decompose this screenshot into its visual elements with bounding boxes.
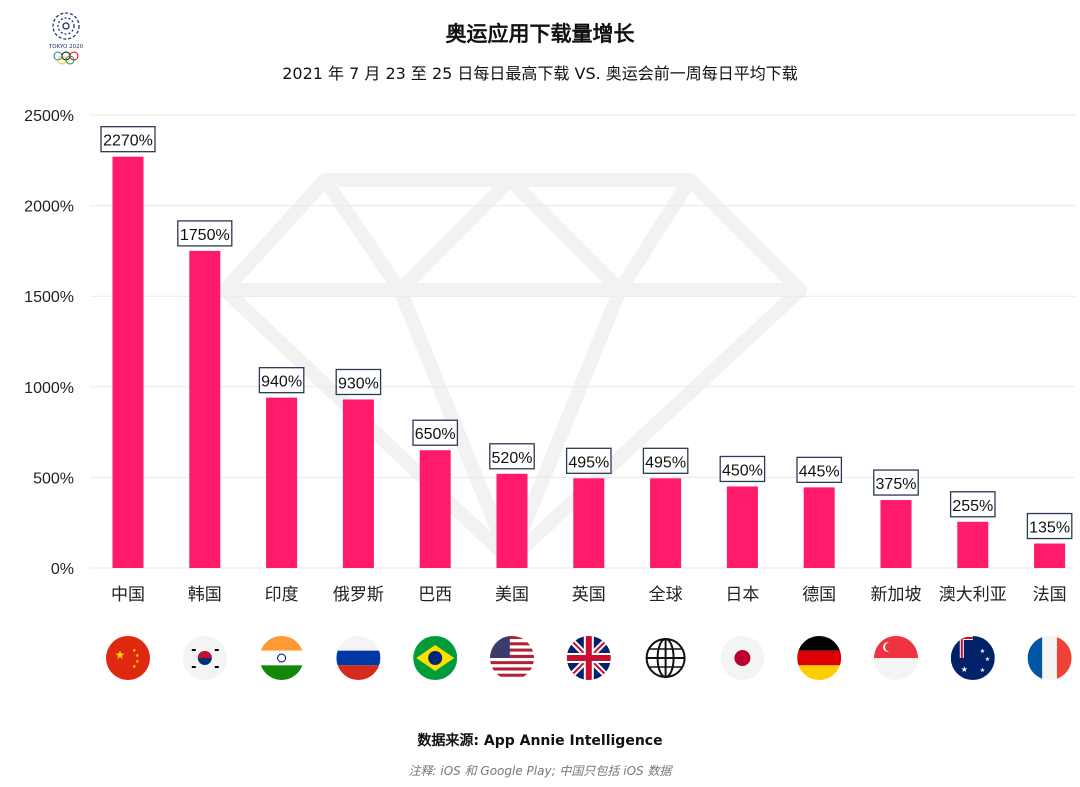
bar xyxy=(342,399,374,568)
russia-flag-icon xyxy=(336,636,381,680)
data-label-box xyxy=(258,367,305,394)
bar xyxy=(419,450,451,568)
chart-subtitle: 2021 年 7 月 23 至 25 日每日最高下载 VS. 奥运会前一周每日平… xyxy=(282,64,798,83)
globe-icon xyxy=(643,636,688,680)
uk-flag-icon xyxy=(566,636,611,680)
svg-text:★: ★ xyxy=(115,648,126,662)
svg-text:★: ★ xyxy=(961,665,968,674)
data-label-box xyxy=(796,456,843,484)
category-label: 巴西 xyxy=(418,585,452,605)
data-label-box xyxy=(873,469,919,496)
data-label: 135% xyxy=(1029,520,1070,537)
china-flag-icon: ★ ★★★★ xyxy=(106,636,150,680)
germany-flag-icon xyxy=(797,636,842,680)
category-label: 全球 xyxy=(649,585,683,605)
data-label-box xyxy=(565,447,612,474)
bar xyxy=(1034,543,1066,568)
india-flag-icon xyxy=(259,636,304,680)
data-label: 450% xyxy=(722,462,763,479)
france-flag-icon xyxy=(1027,636,1072,680)
svg-text:★: ★ xyxy=(132,648,137,654)
svg-text:★: ★ xyxy=(980,667,985,674)
bar xyxy=(726,486,758,568)
category-label: 印度 xyxy=(265,585,299,605)
data-label: 930% xyxy=(338,375,379,392)
category-label: 法国 xyxy=(1033,585,1067,605)
svg-text:★: ★ xyxy=(135,659,140,665)
data-label: 375% xyxy=(876,476,917,493)
y-tick-label: 2000% xyxy=(24,199,74,216)
svg-text:★: ★ xyxy=(132,664,137,670)
data-label-box xyxy=(100,126,156,153)
data-label: 255% xyxy=(952,498,993,515)
chart-title: 奥运应用下载量增长 xyxy=(445,22,635,46)
y-tick-label: 1000% xyxy=(24,380,74,397)
data-label-box xyxy=(177,220,233,247)
data-label-box xyxy=(1026,512,1073,540)
south-korea-flag-icon xyxy=(182,636,227,680)
data-label: 650% xyxy=(415,426,456,443)
data-label: 1750% xyxy=(180,227,230,244)
category-label: 德国 xyxy=(802,585,836,605)
note-text: 注释: iOS 和 Google Play; 中国只包括 iOS 数据 xyxy=(408,764,672,778)
svg-text:★: ★ xyxy=(135,653,140,659)
bar xyxy=(880,500,912,568)
australia-flag-icon: ★★★★ xyxy=(950,636,995,680)
category-label: 美国 xyxy=(495,585,529,605)
bar xyxy=(266,397,298,568)
bar xyxy=(496,473,528,568)
tokyo-2020-emblem-icon: TOKYO 2020 xyxy=(48,12,84,65)
category-label: 中国 xyxy=(111,585,145,605)
bar xyxy=(803,487,835,568)
data-label: 495% xyxy=(645,454,686,471)
data-label-box xyxy=(412,419,459,446)
data-label-box xyxy=(719,455,766,483)
source-text: 数据来源: App Annie Intelligence xyxy=(417,733,663,749)
bar-chart: 0% 500% 1000% 1500% 2000% 2500% 2270% 中国 1750% 韩… xyxy=(24,108,1075,680)
brazil-flag-icon xyxy=(413,636,458,680)
category-label: 英国 xyxy=(572,585,606,605)
japan-flag-icon xyxy=(720,636,765,680)
category-label: 新加坡 xyxy=(871,585,922,605)
data-label: 445% xyxy=(799,463,840,480)
logo-text: TOKYO 2020 xyxy=(48,44,84,50)
category-label: 韩国 xyxy=(188,585,222,605)
data-label: 2270% xyxy=(103,133,153,150)
y-tick-label: 500% xyxy=(33,470,74,487)
svg-text:★: ★ xyxy=(980,648,985,655)
y-tick-label: 0% xyxy=(51,561,74,578)
bar xyxy=(189,250,221,568)
bar xyxy=(573,478,605,568)
bar xyxy=(112,156,144,568)
singapore-flag-icon xyxy=(874,636,918,680)
data-label-box xyxy=(949,491,996,518)
data-label: 495% xyxy=(568,454,609,471)
y-tick-label: 1500% xyxy=(24,289,74,306)
bar xyxy=(650,478,682,568)
category-label: 澳大利亚 xyxy=(939,585,1007,605)
data-label: 520% xyxy=(492,450,533,467)
bar xyxy=(957,521,989,568)
y-tick-label: 2500% xyxy=(24,108,74,125)
data-label-box xyxy=(335,368,382,396)
svg-text:★: ★ xyxy=(985,656,990,663)
category-label: 俄罗斯 xyxy=(333,585,384,605)
usa-flag-icon xyxy=(490,636,534,680)
category-label: 日本 xyxy=(725,585,759,605)
data-label-box xyxy=(642,447,689,474)
data-label-box xyxy=(489,443,535,470)
data-label: 940% xyxy=(261,374,302,391)
